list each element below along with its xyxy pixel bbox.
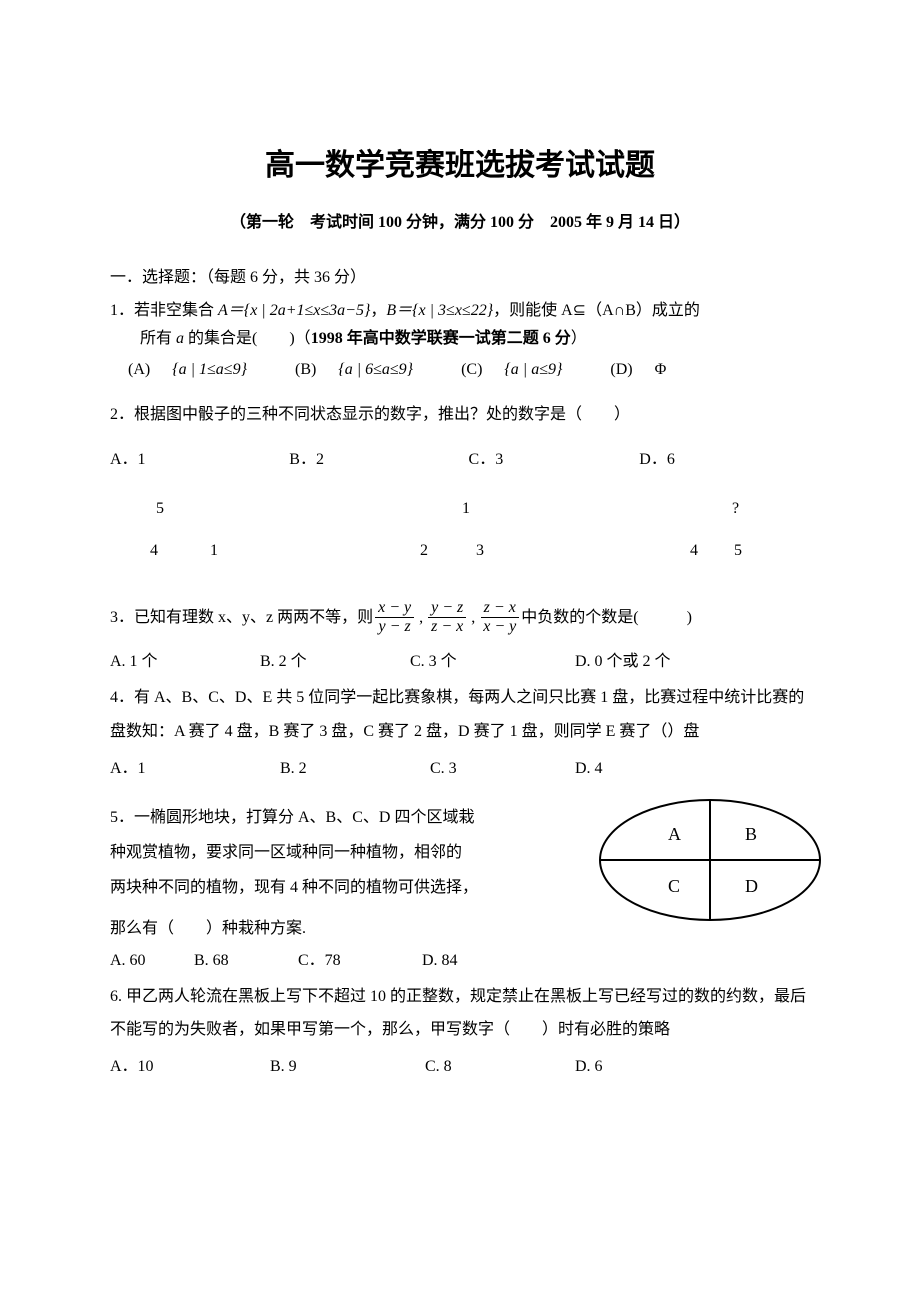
q3-post: 中负数的个数是( ) <box>521 604 692 631</box>
section-header: 一．选择题：（每题 6 分，共 36 分） <box>110 264 810 291</box>
q2-options: A．1 B．2 C．3 D．6 <box>110 446 810 473</box>
frac-3: z − x x − y <box>480 600 519 637</box>
q5-figure: A B C D <box>590 794 830 935</box>
q4-optA: A．1 <box>110 755 280 782</box>
q4-optC: C. 3 <box>430 755 575 782</box>
q2-optD: D．6 <box>639 446 810 473</box>
page-title: 高一数学竞赛班选拔考试试题 <box>110 140 810 191</box>
q6-optD: D. 6 <box>575 1053 810 1080</box>
q3-optB: B. 2 个 <box>260 648 410 675</box>
frac-2-den: z − x <box>428 618 466 636</box>
q1-avar: a <box>176 330 184 347</box>
dice-2-br: 3 <box>420 537 530 564</box>
q1-meta: 1998 年高中数学联赛一试第二题 6 分 <box>311 330 571 347</box>
q1-l2-post: 的集合是( )（ <box>184 330 311 347</box>
q3-optA: A. 1 个 <box>110 648 260 675</box>
comma-2: , <box>468 604 478 631</box>
q1-optA: (A) {a | 1≤a≤9} <box>128 361 269 378</box>
dice-1: 5 4 1 <box>122 495 342 563</box>
q4-options: A．1 B. 2 C. 3 D. 4 <box>110 755 810 782</box>
frac-2: y − z z − x <box>428 600 466 637</box>
q1-optD-val: Φ <box>655 361 667 378</box>
dice-2-bl: 2 <box>350 537 420 564</box>
q1-l2-close: ） <box>571 330 587 347</box>
question-1: 1．若非空集合 A＝{x | 2a+1≤x≤3a−5}，B＝{x | 3≤x≤2… <box>110 297 810 351</box>
q1-optC: (C) {a | a≤9} <box>461 361 584 378</box>
frac-3-den: x − y <box>480 618 519 636</box>
q1-l2-pre: 所有 <box>140 330 176 347</box>
q1-optD-label: (D) <box>610 361 632 378</box>
frac-3-num: z − x <box>481 600 519 619</box>
frac-2-num: y − z <box>428 600 466 619</box>
q3-options: A. 1 个 B. 2 个 C. 3 个 D. 0 个或 2 个 <box>110 648 810 675</box>
dice-row: 5 4 1 1 2 3 ? 4 5 <box>110 495 810 563</box>
q1-optA-val: {a | 1≤a≤9} <box>172 361 247 378</box>
q1-optC-label: (C) <box>461 361 482 378</box>
q1-optC-val: {a | a≤9} <box>504 361 562 378</box>
ellipse-label-B: B <box>745 824 757 844</box>
dice-3: ? 4 5 <box>578 495 798 563</box>
q1-options: (A) {a | 1≤a≤9} (B) {a | 6≤a≤9} (C) {a | a≤… <box>110 356 810 383</box>
dice-2: 1 2 3 <box>350 495 570 563</box>
q6-options: A．10 B. 9 C. 8 D. 6 <box>110 1053 810 1080</box>
q1-optB: (B) {a | 6≤a≤9} <box>295 361 435 378</box>
q2-stem: 2．根据图中骰子的三种不同状态显示的数字，推出？处的数字是（ ） <box>110 401 810 428</box>
q5-optA: A. 60 <box>110 947 190 974</box>
q4-optB: B. 2 <box>280 755 430 782</box>
q1-mid1: ， <box>370 302 386 319</box>
question-4: 4．有 A、B、C、D、E 共 5 位同学一起比赛象棋，每两人之间只比赛 1 盘… <box>110 681 810 748</box>
q5-line2: 种观赏植物，要求同一区域种同一种植物，相邻的 <box>110 835 530 870</box>
q1-optB-val: {a | 6≤a≤9} <box>338 361 413 378</box>
ellipse-label-A: A <box>668 824 681 844</box>
q5-optB: B. 68 <box>194 947 294 974</box>
q1-line1: 1．若非空集合 A＝{x | 2a+1≤x≤3a−5}，B＝{x | 3≤x≤2… <box>110 297 810 324</box>
dice-1-br: 1 <box>192 537 262 564</box>
frac-1: x − y y − z <box>375 600 414 637</box>
q1-post1: ，则能使 A⊆（A∩B）成立的 <box>493 302 700 319</box>
q3-fractions: x − y y − z , y − z z − x , z − x x − y <box>373 600 521 637</box>
q6-optC: C. 8 <box>425 1053 575 1080</box>
q5-line3: 两块种不同的植物，现有 4 种不同的植物可供选择， <box>110 870 530 905</box>
question-5: 5．一椭圆形地块，打算分 A、B、C、D 四个区域栽 种观赏植物，要求同一区域种… <box>110 800 810 906</box>
q1-optD: (D) Φ <box>610 361 688 378</box>
q5-options: A. 60 B. 68 C．78 D. 84 <box>110 947 810 974</box>
q1-optB-label: (B) <box>295 361 316 378</box>
q2-optA: A．1 <box>110 446 289 473</box>
dice-2-top: 1 <box>350 495 570 522</box>
q4-optD: D. 4 <box>575 755 810 782</box>
question-6: 6. 甲乙两人轮流在黑板上写下不超过 10 的正整数，规定禁止在黑板上写已经写过… <box>110 980 810 1047</box>
comma-1: , <box>416 604 426 631</box>
q1-optA-label: (A) <box>128 361 150 378</box>
q1-setA: A＝{x | 2a+1≤x≤3a−5} <box>218 302 370 319</box>
q5-optC: C．78 <box>298 947 418 974</box>
frac-1-num: x − y <box>375 600 414 619</box>
q6-optB: B. 9 <box>270 1053 425 1080</box>
dice-3-top: ? <box>578 495 798 522</box>
q2-optB: B．2 <box>289 446 468 473</box>
dice-3-bl: 4 <box>578 537 690 564</box>
dice-3-br: 5 <box>690 537 780 564</box>
q1-setB: B＝{x | 3≤x≤22} <box>386 302 493 319</box>
q5-optD: D. 84 <box>422 947 458 974</box>
q6-optA: A．10 <box>110 1053 270 1080</box>
q2-optC: C．3 <box>469 446 640 473</box>
dice-1-bl: 4 <box>122 537 192 564</box>
q1-line2: 所有 a 的集合是( )（1998 年高中数学联赛一试第二题 6 分） <box>110 325 810 352</box>
dice-1-top: 5 <box>122 495 342 522</box>
q1-pre: 1．若非空集合 <box>110 302 218 319</box>
page-subtitle: （第一轮 考试时间 100 分钟，满分 100 分 2005 年 9 月 14 … <box>110 209 810 236</box>
frac-1-den: y − z <box>376 618 414 636</box>
q5-line1: 5．一椭圆形地块，打算分 A、B、C、D 四个区域栽 <box>110 800 530 835</box>
q3-optD: D. 0 个或 2 个 <box>575 648 810 675</box>
ellipse-label-C: C <box>668 876 680 896</box>
ellipse-label-D: D <box>745 876 758 896</box>
ellipse-diagram-icon: A B C D <box>590 794 830 926</box>
q3-pre: 3．已知有理数 x、y、z 两两不等，则 <box>110 604 373 631</box>
question-3: 3．已知有理数 x、y、z 两两不等，则 x − y y − z , y − z… <box>110 600 810 637</box>
q3-optC: C. 3 个 <box>410 648 575 675</box>
